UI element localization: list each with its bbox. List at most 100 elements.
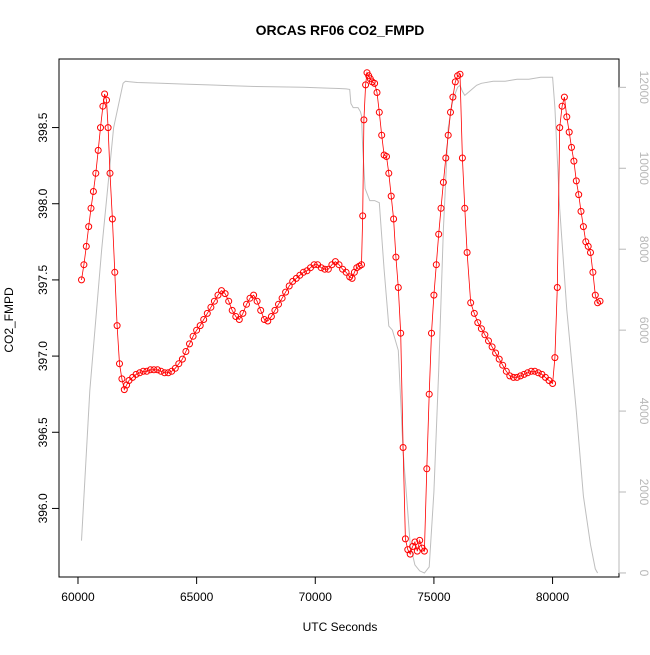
co2-point xyxy=(481,331,489,339)
co2-point xyxy=(432,261,440,269)
x-tick-label: 60000 xyxy=(61,590,95,604)
co2-point xyxy=(80,261,88,269)
co2-point xyxy=(146,366,154,374)
x-tick-label: 65000 xyxy=(180,590,214,604)
y2-tick-label: 10000 xyxy=(637,152,650,186)
co2-point xyxy=(397,329,405,337)
co2-point xyxy=(157,367,165,375)
co2-point xyxy=(390,215,398,223)
co2-point xyxy=(378,131,386,139)
altitude-line xyxy=(81,76,599,574)
co2-point xyxy=(488,343,496,351)
co2-point xyxy=(442,154,450,162)
co2-point xyxy=(394,284,402,291)
co2-point xyxy=(189,332,197,340)
x-axis-label: UTC Seconds xyxy=(303,620,378,634)
altitude-series xyxy=(81,76,599,574)
co2-point xyxy=(425,390,433,398)
co2-point xyxy=(324,265,332,273)
co2-point xyxy=(182,348,190,355)
co2-point xyxy=(517,372,524,380)
co2-point xyxy=(401,535,409,543)
co2-point xyxy=(221,290,229,298)
co2-point xyxy=(299,268,307,276)
co2-point xyxy=(416,536,424,544)
co2-point xyxy=(103,96,110,104)
co2-point xyxy=(509,373,517,381)
co2-point xyxy=(150,366,158,374)
co2-point xyxy=(430,291,438,299)
co2-point xyxy=(451,78,459,86)
co2-point xyxy=(321,265,329,273)
co2-point xyxy=(196,322,204,330)
co2-point xyxy=(420,547,428,555)
co2-point xyxy=(392,253,400,261)
co2-point xyxy=(225,297,233,305)
co2-point xyxy=(101,90,109,98)
co2-point xyxy=(250,291,258,299)
co2-point xyxy=(385,169,393,177)
co2-point xyxy=(92,169,100,177)
co2-point xyxy=(534,369,542,377)
co2-point xyxy=(579,223,587,231)
co2-point xyxy=(492,349,500,357)
co2-point xyxy=(447,108,454,116)
co2-point xyxy=(243,300,250,308)
y-tick-label: 397.5 xyxy=(36,265,50,295)
co2-point xyxy=(513,373,521,381)
co2-point xyxy=(444,131,452,139)
co2-point xyxy=(99,102,107,110)
co2-point xyxy=(387,192,395,200)
co2-point xyxy=(97,124,104,132)
y2-tick-label: 6000 xyxy=(637,317,650,344)
co2-point xyxy=(317,264,325,272)
co2-point xyxy=(282,288,290,296)
co2-point xyxy=(467,299,475,307)
co2-point xyxy=(210,297,218,305)
co2-point xyxy=(203,309,211,317)
co2-point xyxy=(399,444,407,451)
co2-point xyxy=(383,153,390,160)
co2-point xyxy=(563,113,571,121)
co2-point xyxy=(461,204,469,212)
co2-point xyxy=(428,329,435,337)
x-axis: 60000 65000 70000 75000 80000 xyxy=(61,576,570,604)
co2-point xyxy=(449,93,457,101)
y2-tick-label: 2000 xyxy=(637,479,650,506)
co2-point xyxy=(143,367,151,375)
co2-point xyxy=(193,326,201,334)
co2-point xyxy=(591,291,599,299)
co2-point xyxy=(275,300,282,308)
co2-point xyxy=(257,306,265,314)
co2-point xyxy=(584,242,592,250)
co2-point xyxy=(527,367,535,375)
y2-tick-label: 12000 xyxy=(637,71,650,105)
co2-point xyxy=(264,317,272,325)
co2-point xyxy=(161,369,169,377)
co2-point xyxy=(556,124,564,132)
co2-point xyxy=(154,366,161,374)
co2-point xyxy=(575,191,583,199)
chart-title: ORCAS RF06 CO2_FMPD xyxy=(256,22,425,38)
y-axis-label: CO2_FMPD xyxy=(2,287,16,353)
co2-point xyxy=(587,249,594,256)
co2-point xyxy=(132,370,140,378)
x-tick-label: 80000 xyxy=(536,590,570,604)
co2-point xyxy=(359,212,367,220)
co2-point xyxy=(495,355,503,363)
y-tick-label: 396.0 xyxy=(36,493,50,523)
co2-point xyxy=(285,282,293,290)
x-tick-label: 70000 xyxy=(299,590,333,604)
co2-point xyxy=(458,154,466,162)
co2-point xyxy=(111,268,119,276)
y-tick-label: 397.0 xyxy=(36,341,50,371)
co2-point xyxy=(87,204,95,212)
co2-point xyxy=(207,303,215,311)
co2-point xyxy=(435,230,443,238)
co2-point xyxy=(175,360,183,368)
co2-point xyxy=(551,354,559,362)
co2-point xyxy=(89,188,97,195)
co2-point xyxy=(371,79,379,87)
co2-point xyxy=(568,143,575,151)
